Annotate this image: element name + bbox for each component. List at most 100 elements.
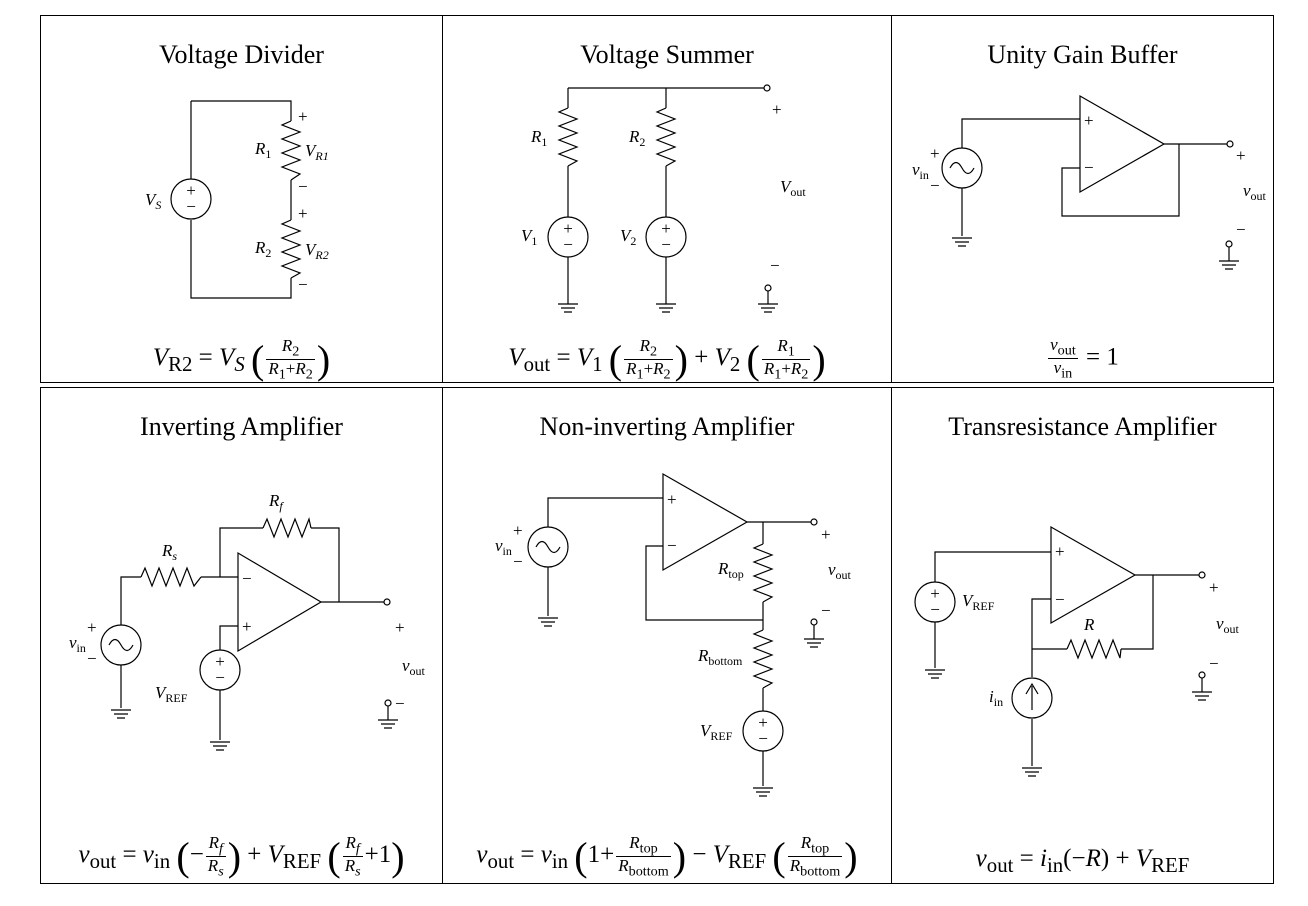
source-minus: − xyxy=(186,197,196,216)
label-rs: Rs xyxy=(161,541,177,563)
opamp-minus: − xyxy=(1055,590,1065,609)
terminal-ground xyxy=(764,284,772,292)
vin-plus: + xyxy=(87,618,97,637)
vr2-minus: − xyxy=(298,275,308,294)
label-vref: VREF xyxy=(700,721,733,743)
inverting-amplifier-schematic: − + + − Rs Rf vin + − VREF + − vout xyxy=(69,491,426,751)
vin-minus: − xyxy=(930,176,940,195)
label-v1: V1 xyxy=(521,226,537,248)
vout-plus: + xyxy=(395,618,405,637)
ground-icon xyxy=(378,706,398,729)
v2-plus: + xyxy=(661,219,671,238)
op-amp xyxy=(1050,525,1137,625)
opamp-plus: + xyxy=(1055,542,1065,561)
voltage-divider-schematic: + − VS R1 R2 VR1 VR2 + − + − xyxy=(145,100,329,299)
voltage-source-vref xyxy=(914,581,956,623)
voltage-source-v2 xyxy=(645,216,687,258)
panel-inverting-amplifier: Inverting Amplifier − + + − Rs Rf vin + … xyxy=(40,387,443,884)
v1-plus: + xyxy=(563,219,573,238)
label-vs: VS xyxy=(145,190,161,212)
wire xyxy=(961,118,1227,236)
panel-title: Transresistance Amplifier xyxy=(948,412,1217,441)
arrow-up-icon xyxy=(1025,682,1039,710)
label-iin: iin xyxy=(989,687,1003,709)
resistor-rbottom xyxy=(752,629,774,689)
terminal-out xyxy=(763,84,771,92)
vout-plus: + xyxy=(1209,578,1219,597)
vr1-minus: − xyxy=(298,177,308,196)
label-vr1: VR1 xyxy=(305,141,329,163)
label-vref: VREF xyxy=(962,591,995,613)
resistor-r xyxy=(1066,638,1122,660)
panel-unity-gain-buffer: Unity Gain Buffer + − vin + − + − vout v… xyxy=(891,15,1274,383)
label-vin: vin xyxy=(495,536,512,558)
label-vout: Vout xyxy=(780,177,806,199)
label-vout: vout xyxy=(402,656,426,678)
ground-icon xyxy=(558,303,578,313)
voltage-source-vref xyxy=(742,710,784,752)
resistor-r1 xyxy=(280,120,302,181)
ground-icon xyxy=(210,741,230,751)
label-r2: R2 xyxy=(254,238,271,260)
label-r1: R1 xyxy=(530,127,547,149)
vref-minus: − xyxy=(758,729,768,748)
panel-transresistance-amplifier: Transresistance Amplifier + − + − VREF R… xyxy=(891,387,1274,884)
wire xyxy=(190,100,292,299)
label-v2: V2 xyxy=(620,226,636,248)
circuit-grid: Voltage Divider + − VS R1 R2 VR1 VR2 + −… xyxy=(40,15,1274,884)
terminal-ground xyxy=(384,699,392,707)
opamp-plus: + xyxy=(242,617,252,636)
vout-minus: − xyxy=(395,694,405,713)
terminal-ground xyxy=(1225,240,1233,248)
equation-voltage-summer: Vout = V1 (R2 R1+R2) + V2 (R1 R1+R2) xyxy=(508,335,826,383)
ground-icon xyxy=(925,669,945,679)
wire xyxy=(567,87,769,304)
label-vout: vout xyxy=(828,560,852,582)
terminal-out xyxy=(810,518,818,526)
label-r1: R1 xyxy=(254,139,271,161)
panel-title: Inverting Amplifier xyxy=(140,412,343,441)
vref-minus: − xyxy=(930,600,940,619)
wire xyxy=(934,551,1199,766)
label-vin: vin xyxy=(912,160,929,182)
sine-icon xyxy=(949,161,975,175)
ground-icon xyxy=(1219,247,1239,270)
vout-minus: − xyxy=(821,601,831,620)
resistor-r1 xyxy=(557,107,579,167)
resistor-rf xyxy=(262,516,312,539)
equation-unity-gain: vout vin = 1 xyxy=(1048,335,1119,382)
ac-source-vin xyxy=(100,624,142,666)
vout-plus: + xyxy=(821,525,831,544)
vout-plus: + xyxy=(1236,146,1246,165)
equation-voltage-divider: VR2 = VS (R2 R1+R2) xyxy=(152,335,331,383)
ground-icon xyxy=(758,303,778,313)
vout-minus: − xyxy=(770,256,780,275)
resistor-rs xyxy=(140,566,202,588)
equation-non-inverting: vout = vin (1+ Rtop Rbottom) − VREF (Rtop R… xyxy=(476,832,858,880)
panel-title: Voltage Divider xyxy=(159,40,324,69)
voltage-source-vs xyxy=(170,178,212,220)
opamp-plus: + xyxy=(667,490,677,509)
op-amp xyxy=(1079,94,1166,194)
label-r2: R2 xyxy=(628,127,645,149)
op-amp xyxy=(662,472,749,572)
transresistance-amplifier-schematic: + − + − VREF R iin + − vout xyxy=(914,525,1240,777)
ground-icon xyxy=(1022,767,1042,777)
voltage-source-vref xyxy=(199,649,241,691)
terminal-ground xyxy=(810,618,818,626)
source-plus: + xyxy=(186,181,196,200)
voltage-source-v1 xyxy=(547,216,589,258)
vref-minus: − xyxy=(215,668,225,687)
ac-source-vin xyxy=(527,526,569,568)
panel-voltage-divider: Voltage Divider + − VS R1 R2 VR1 VR2 + −… xyxy=(40,15,443,383)
sine-icon xyxy=(108,638,134,652)
vout-minus: − xyxy=(1236,220,1246,239)
ground-icon xyxy=(1192,678,1212,701)
opamp-plus: + xyxy=(1084,111,1094,130)
v2-minus: − xyxy=(661,235,671,254)
vref-plus: + xyxy=(215,652,225,671)
panel-title: Unity Gain Buffer xyxy=(987,40,1178,69)
vr1-plus: + xyxy=(298,107,308,126)
resistor-r2 xyxy=(280,219,302,279)
resistor-r2 xyxy=(655,107,677,167)
